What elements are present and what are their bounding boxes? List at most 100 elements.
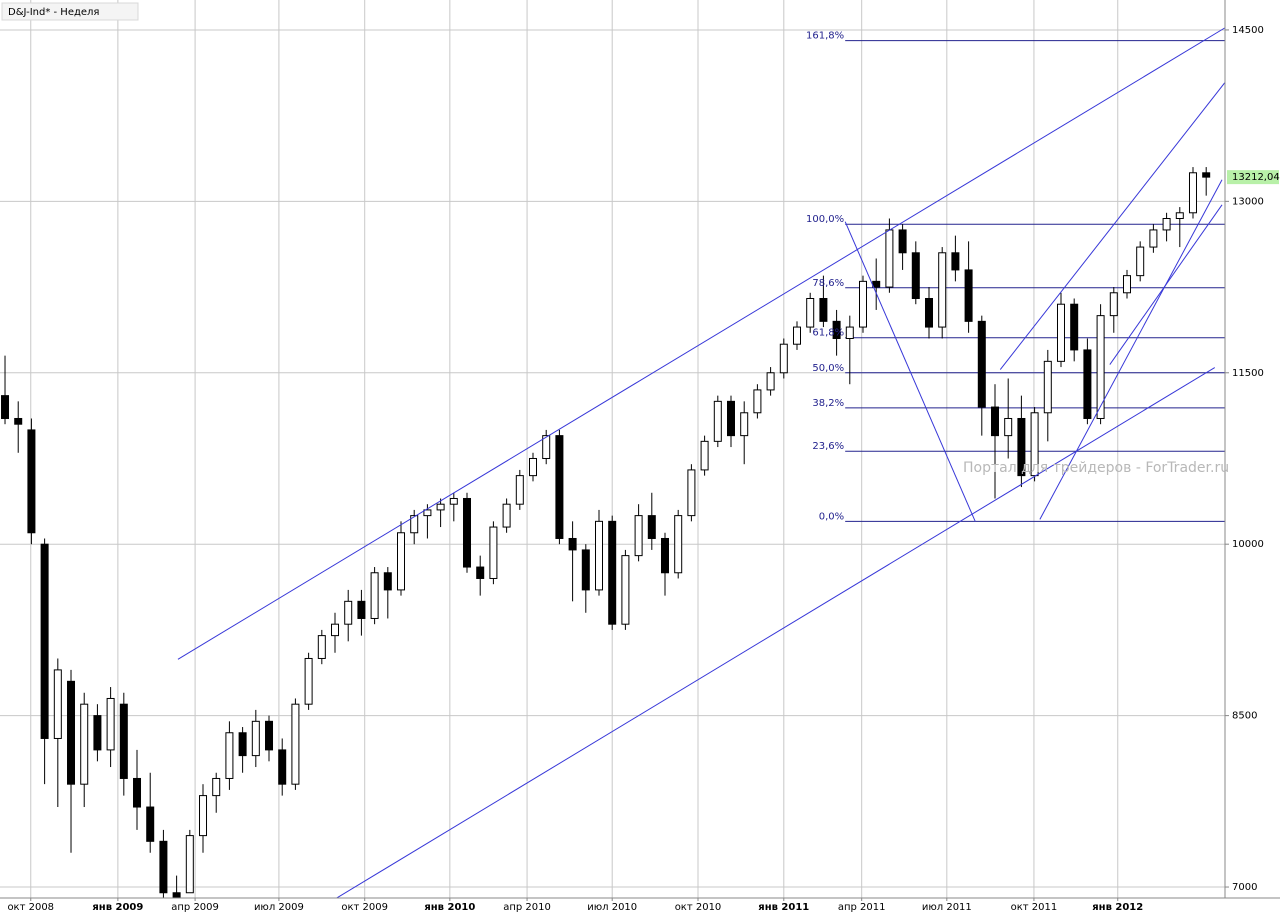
y-tick-label: 13000 (1232, 196, 1264, 207)
x-tick-label: апр 2011 (838, 902, 886, 913)
candle-body (265, 720, 274, 751)
candle-body (1136, 246, 1145, 277)
fib-label: 100,0% (806, 214, 844, 225)
candle-body (159, 840, 168, 894)
candle-body (449, 497, 458, 505)
axes: 7000 8500 10000 11500 13000 14500 окт 2008 янв … (7, 25, 1279, 913)
candle-body (740, 412, 749, 437)
candle-body (647, 515, 656, 539)
candle-body (1030, 412, 1039, 477)
last-price-box (1227, 170, 1279, 185)
watermark: Портал для трейдеров - ForTrader.ru (963, 460, 1229, 476)
candle-body (1004, 417, 1013, 437)
candle-body (555, 435, 564, 539)
candle-body (674, 515, 683, 574)
candle-body (1056, 303, 1065, 362)
candle-body (885, 229, 894, 288)
candle-body (370, 572, 379, 619)
candle-body (291, 703, 300, 785)
candle-body (331, 623, 340, 637)
trend-line (335, 367, 1216, 898)
candle-body (858, 280, 867, 328)
trend-line (177, 27, 1225, 660)
candle-body (766, 372, 775, 391)
candle-body (463, 497, 472, 568)
candle-body (621, 555, 630, 625)
candle-body (990, 406, 999, 437)
candle-body (185, 835, 194, 894)
candle-body (1149, 229, 1158, 248)
candle-body (1070, 303, 1079, 351)
title-box (1, 2, 139, 21)
candle-body (14, 417, 23, 425)
fib-label: 78,6% (812, 278, 844, 289)
candle-body (964, 269, 973, 322)
candle-body (80, 703, 89, 785)
candle-body (1109, 292, 1118, 317)
candle-body (119, 703, 128, 779)
x-tick-label: окт 2010 (675, 902, 722, 913)
chart-title: D&J-Ind* - Неделя (8, 7, 99, 18)
x-tick-label: окт 2008 (7, 902, 54, 913)
candle-body (753, 389, 762, 414)
candle-body (397, 532, 406, 591)
y-tick-label: 8500 (1232, 711, 1257, 722)
candle-body (634, 515, 643, 557)
last-price-label: 13212,04 (1232, 172, 1280, 183)
candle-body (436, 503, 445, 511)
candle-body (1043, 360, 1052, 414)
x-tick-label: июл 2009 (254, 902, 304, 913)
candle-body (27, 429, 36, 534)
fib-label: 23,6% (812, 441, 844, 452)
fib-label: 38,2% (812, 398, 844, 409)
trend-line (1039, 179, 1223, 520)
fib-label: 61,8% (812, 328, 844, 339)
y-tick-label: 11500 (1232, 368, 1264, 379)
x-tick-label: окт 2011 (1011, 902, 1058, 913)
candle-body (806, 297, 815, 328)
candle-body (1162, 218, 1171, 231)
candle-body (251, 720, 260, 757)
candle-body (225, 732, 234, 779)
candle-body (977, 320, 986, 408)
candle-body (133, 777, 142, 808)
candle-body (872, 280, 881, 288)
fib-label: 0,0% (819, 511, 844, 522)
candle-body (1188, 172, 1197, 214)
candle-body (199, 795, 208, 837)
candle-body (502, 503, 511, 528)
x-tick-label: апр 2009 (171, 902, 219, 913)
candle-body (581, 549, 590, 591)
candle-body (344, 600, 353, 625)
trend-line (999, 82, 1225, 370)
candle-body (489, 526, 498, 579)
y-tick-label: 10000 (1232, 539, 1264, 550)
fib-label: 50,0% (812, 363, 844, 374)
candle-body (700, 440, 709, 471)
candle-body (832, 320, 841, 339)
candle-body (924, 297, 933, 328)
candle-body (212, 777, 221, 797)
candle-body (568, 537, 577, 551)
x-tick-label: апр 2010 (503, 902, 551, 913)
candle-body (278, 749, 287, 785)
trend-line (844, 221, 976, 522)
candle-body (383, 572, 392, 591)
candle-body (106, 697, 115, 751)
candle-body (1017, 417, 1026, 477)
candle-body (93, 715, 102, 751)
candle-body (687, 469, 696, 517)
candle-body (792, 326, 801, 345)
candle-body (304, 657, 313, 705)
candle-body (172, 892, 181, 898)
candle-body (898, 229, 907, 254)
candle-body (317, 635, 326, 659)
candle-body (542, 435, 551, 459)
candle-body (40, 543, 49, 739)
candle-body (595, 520, 604, 591)
candle-body (951, 252, 960, 271)
x-tick-label: июл 2010 (587, 902, 637, 913)
